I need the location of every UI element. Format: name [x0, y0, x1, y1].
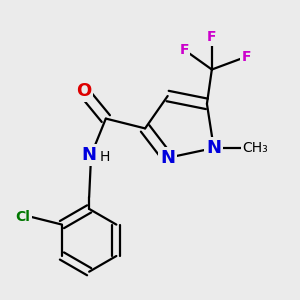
Text: F: F	[180, 43, 189, 57]
Text: H: H	[100, 150, 110, 164]
Text: N: N	[82, 146, 97, 164]
Text: N: N	[160, 149, 175, 167]
Text: F: F	[207, 30, 217, 44]
Text: F: F	[242, 50, 251, 64]
Text: O: O	[76, 82, 91, 100]
Text: N: N	[206, 139, 221, 157]
Text: Cl: Cl	[15, 210, 30, 224]
Text: CH₃: CH₃	[242, 141, 268, 155]
